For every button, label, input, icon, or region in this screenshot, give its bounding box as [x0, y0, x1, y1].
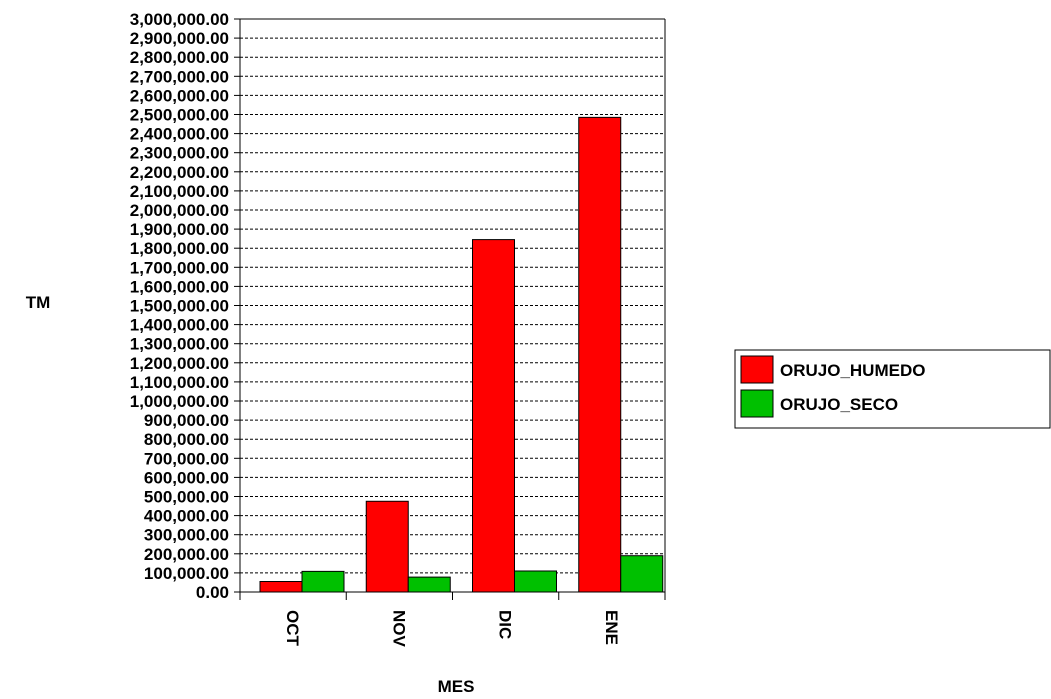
bar-orujo-seco-ene — [620, 555, 664, 593]
y-tick-label: 2,600,000.00 — [130, 86, 229, 105]
y-tick-label: 2,100,000.00 — [130, 182, 229, 201]
y-tick-label: 1,400,000.00 — [130, 316, 229, 335]
y-tick-label: 1,600,000.00 — [130, 277, 229, 296]
y-tick-label: 100,000.00 — [144, 564, 229, 583]
y-tick-label: 1,900,000.00 — [130, 220, 229, 239]
y-tick-label: 400,000.00 — [144, 507, 229, 526]
bar-orujo-seco-oct — [301, 570, 345, 593]
y-tick-label: 700,000.00 — [144, 449, 229, 468]
x-tick-label: OCT — [283, 610, 302, 647]
y-tick-label: 800,000.00 — [144, 430, 229, 449]
y-axis-title: TM — [26, 293, 51, 312]
legend-label: ORUJO_SECO — [780, 395, 898, 414]
y-tick-label: 900,000.00 — [144, 411, 229, 430]
y-tick-label: 600,000.00 — [144, 468, 229, 487]
y-tick-label: 1,800,000.00 — [130, 239, 229, 258]
x-tick-label: NOV — [389, 610, 408, 648]
y-tick-label: 2,300,000.00 — [130, 144, 229, 163]
x-tick-labels: OCT NOV DIC ENE — [283, 610, 621, 648]
y-tick-label: 0.00 — [196, 583, 229, 602]
y-tick-label: 1,700,000.00 — [130, 258, 229, 277]
y-tick-label: 300,000.00 — [144, 526, 229, 545]
y-tick-label: 1,000,000.00 — [130, 392, 229, 411]
y-tick-label: 2,200,000.00 — [130, 163, 229, 182]
y-tick-label: 2,700,000.00 — [130, 67, 229, 86]
legend-swatch — [740, 355, 774, 384]
legend: ORUJO_HUMEDO ORUJO_SECO — [734, 349, 1051, 429]
bars-layer — [259, 116, 664, 593]
axes — [234, 18, 666, 600]
y-tick-label: 500,000.00 — [144, 488, 229, 507]
y-tick-label: 2,800,000.00 — [130, 48, 229, 67]
y-tick-label: 1,300,000.00 — [130, 335, 229, 354]
y-tick-labels: 0.00100,000.00200,000.00300,000.00400,00… — [130, 10, 229, 602]
x-axis-title: MES — [438, 677, 475, 696]
bar-orujo-humedo-dic — [472, 239, 515, 593]
grid-lines — [240, 18, 665, 574]
y-tick-label: 2,400,000.00 — [130, 125, 229, 144]
x-tick-label: DIC — [496, 610, 515, 639]
bar-orujo-humedo-oct — [259, 580, 303, 593]
y-tick-label: 1,200,000.00 — [130, 354, 229, 373]
legend-frame — [734, 349, 1051, 429]
y-tick-label: 2,000,000.00 — [130, 201, 229, 220]
bar-orujo-seco-dic — [514, 570, 557, 593]
legend-swatch — [740, 389, 774, 418]
y-tick-label: 1,500,000.00 — [130, 297, 229, 316]
legend-label: ORUJO_HUMEDO — [780, 361, 925, 380]
y-tick-label: 3,000,000.00 — [130, 10, 229, 29]
y-tick-label: 200,000.00 — [144, 545, 229, 564]
y-tick-label: 2,900,000.00 — [130, 29, 229, 48]
bar-orujo-humedo-nov — [365, 500, 409, 593]
x-tick-label: ENE — [602, 610, 621, 645]
bar-orujo-humedo-ene — [578, 116, 622, 593]
y-tick-label: 2,500,000.00 — [130, 106, 229, 125]
y-tick-label: 1,100,000.00 — [130, 373, 229, 392]
bar-orujo-seco-nov — [407, 576, 451, 593]
